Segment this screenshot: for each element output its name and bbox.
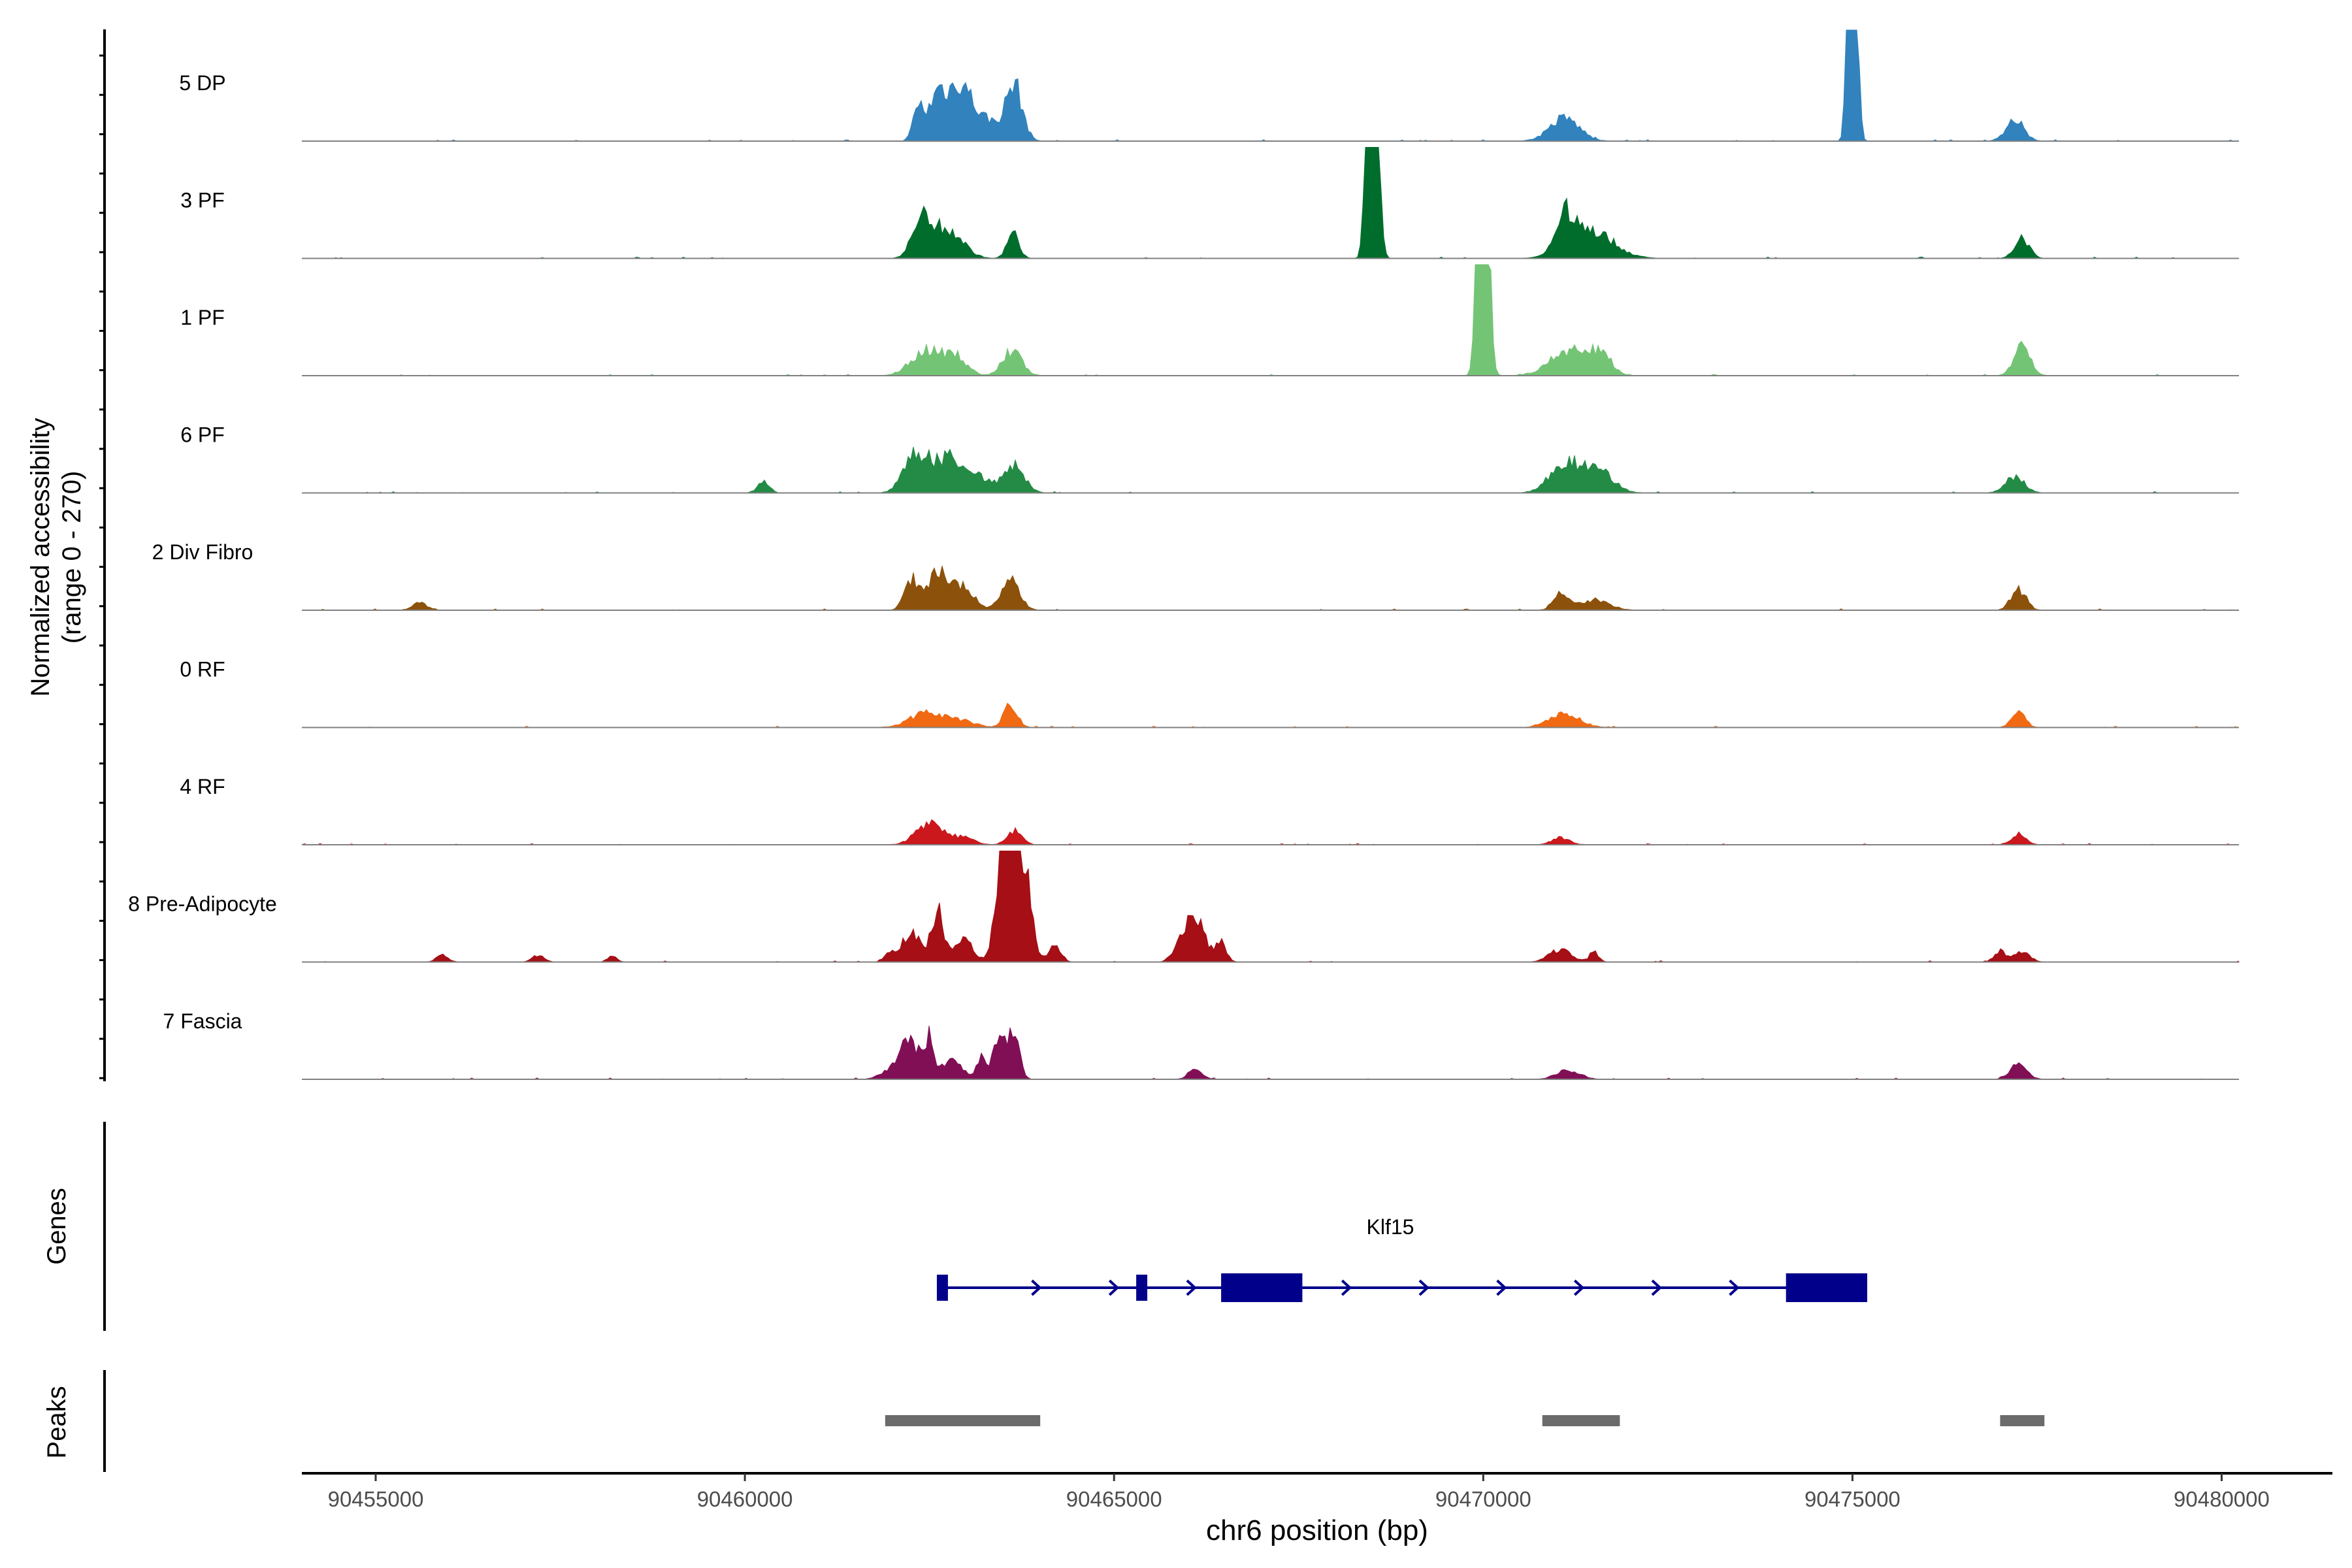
x-axis-tick-label: 90470000 — [1435, 1487, 1531, 1511]
x-axis: 90455000 90460000 90465000 90470000 90475000… — [302, 1472, 2332, 1511]
coverage-area — [302, 29, 2239, 142]
y-axis-title-line2: (range 0 - 270) — [57, 471, 86, 644]
peak-region-bar — [2000, 1415, 2045, 1426]
x-axis-tick-label: 90465000 — [1066, 1487, 1162, 1511]
genes-panel-label: Genes — [42, 1188, 71, 1265]
peak-region-bar — [1542, 1415, 1620, 1426]
genes-panel: Genes — [42, 1122, 106, 1331]
coverage-area — [302, 446, 2239, 494]
track-7-fascia: 7 Fascia — [163, 1009, 2239, 1080]
track-6-pf: 6 PF — [180, 423, 2239, 494]
x-axis-title: chr6 position (bp) — [1206, 1514, 1428, 1546]
peak-region-bar — [885, 1415, 1041, 1426]
track-4-rf: 4 RF — [180, 775, 2239, 845]
coverage-area — [302, 851, 2240, 963]
coverage-tracks: 5 DP 3 PF 1 PF 6 PF 2 Div Fibro 0 RF 4 RF 8 Pre… — [128, 29, 2240, 1080]
gene-exon — [936, 1275, 948, 1301]
strand-arrow — [1418, 1279, 1429, 1296]
track-8-pre-adipocyte: 8 Pre-Adipocyte — [128, 851, 2240, 963]
strand-arrow — [1651, 1279, 1662, 1296]
coverage-area — [302, 264, 2239, 376]
x-axis-tick-label: 90455000 — [328, 1487, 424, 1511]
peaks-panel: Peaks — [42, 1370, 106, 1472]
gene-klf15: Klf15 — [936, 1215, 1867, 1302]
coverage-area — [302, 566, 2239, 611]
x-axis-tick-label: 90460000 — [697, 1487, 793, 1511]
x-axis-tick-label: 90475000 — [1805, 1487, 1901, 1511]
gene-exon — [1136, 1275, 1148, 1301]
coverage-area — [302, 1025, 2239, 1080]
x-axis-tick-label: 90480000 — [2174, 1487, 2270, 1511]
track-label: 5 DP — [179, 71, 225, 95]
gene-exon — [1221, 1273, 1303, 1302]
peak-regions — [885, 1415, 2045, 1426]
track-label: 4 RF — [180, 775, 225, 798]
peaks-panel-label: Peaks — [42, 1386, 71, 1458]
gene-models: Klf15 — [936, 1215, 1867, 1302]
track-5-dp: 5 DP — [179, 29, 2239, 142]
track-label: 7 Fascia — [163, 1009, 242, 1033]
track-label: 8 Pre-Adipocyte — [128, 892, 277, 916]
track-label: 1 PF — [180, 306, 225, 329]
strand-arrow — [1573, 1279, 1585, 1296]
strand-arrow — [1186, 1279, 1197, 1296]
track-label: 6 PF — [180, 423, 225, 447]
gene-name: Klf15 — [1367, 1215, 1414, 1239]
coverage-area — [301, 819, 2239, 845]
track-label: 3 PF — [180, 189, 225, 212]
track-label: 2 Div Fibro — [152, 540, 253, 564]
coverage-area — [302, 702, 2239, 728]
track-3-pf: 3 PF — [180, 147, 2239, 259]
strand-arrow — [1496, 1279, 1507, 1296]
coverage-area — [302, 147, 2239, 259]
y-axis-title-line1: Normalized accessibility — [26, 418, 55, 697]
track-label: 0 RF — [180, 658, 225, 681]
strand-arrow — [1108, 1279, 1120, 1296]
strand-arrow — [1341, 1279, 1352, 1296]
strand-arrow — [1031, 1279, 1042, 1296]
track-1-pf: 1 PF — [180, 264, 2239, 376]
coverage-axis — [99, 29, 106, 1081]
gene-exon — [1786, 1273, 1867, 1302]
strand-arrow — [1729, 1279, 1740, 1296]
track-0-rf: 0 RF — [180, 658, 2239, 728]
y-axis-title: Normalized accessibility (range 0 - 270) — [26, 418, 86, 697]
track-2-div-fibro: 2 Div Fibro — [152, 540, 2239, 611]
